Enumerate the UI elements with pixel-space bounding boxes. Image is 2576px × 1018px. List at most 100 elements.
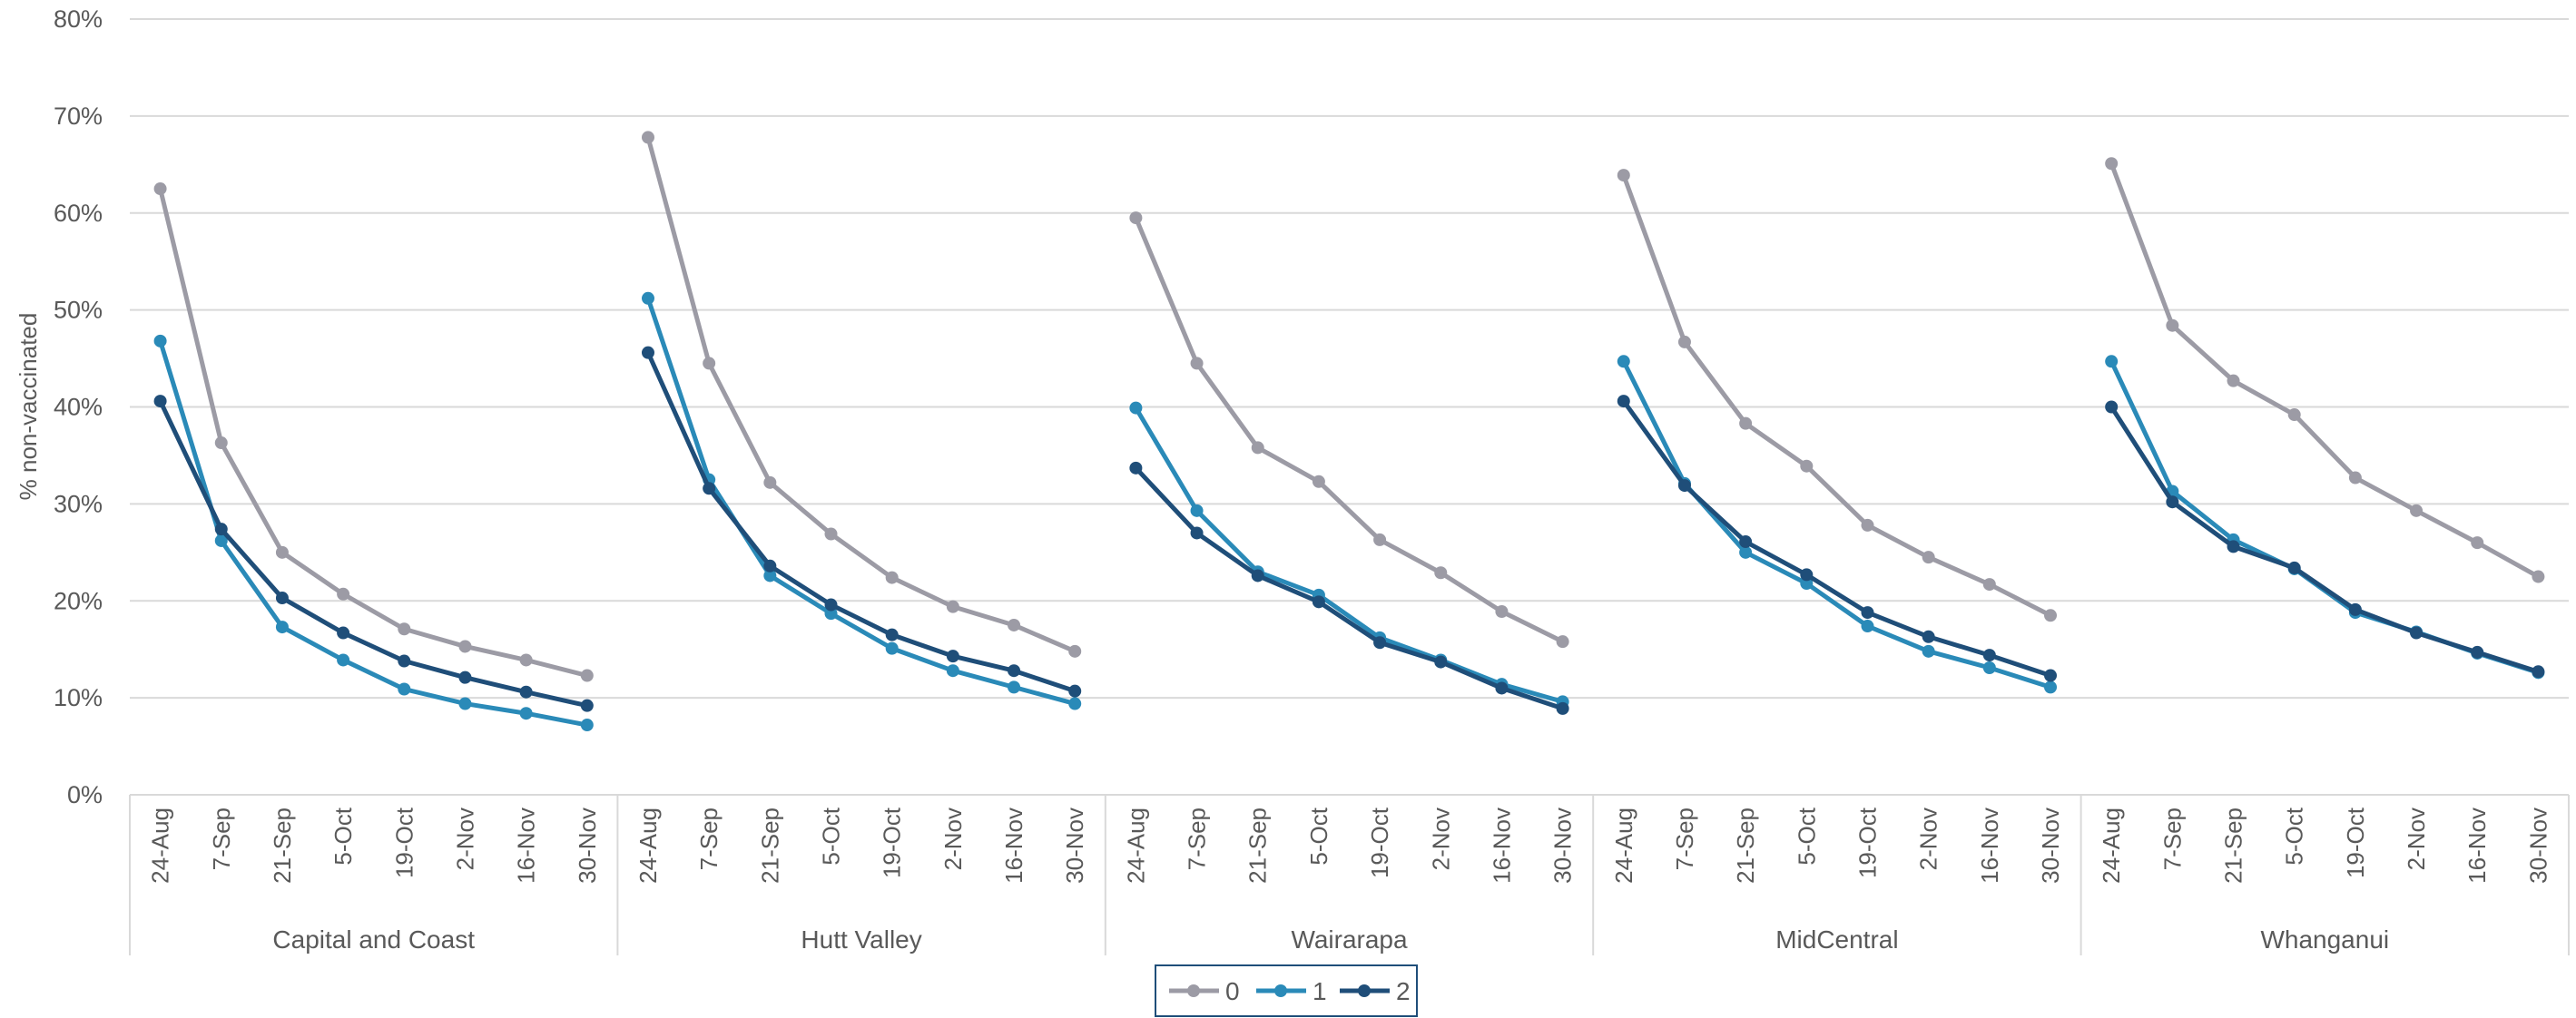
series-line-1 [2109, 360, 2540, 675]
data-point [1008, 680, 1021, 694]
data-point [1068, 644, 1082, 658]
data-point [946, 664, 959, 678]
x-tick-label: 2-Nov [2403, 808, 2430, 870]
x-tick-label: 5-Oct [329, 807, 357, 865]
data-point [1861, 620, 1874, 633]
data-point [1068, 684, 1082, 698]
x-tick-label: 19-Oct [390, 807, 418, 878]
data-point [1677, 335, 1691, 348]
x-tick-label: 16-Nov [1000, 808, 1027, 884]
x-tick-label: 30-Nov [1061, 808, 1088, 884]
legend-label: 1 [1313, 977, 1327, 1005]
x-tick-label: 24-Aug [1610, 808, 1637, 884]
data-point [2166, 495, 2179, 509]
data-point [1190, 357, 1204, 370]
data-point [337, 626, 350, 640]
series-line-0 [1134, 217, 1564, 644]
data-point [763, 475, 777, 489]
data-point [2410, 504, 2424, 517]
data-point [153, 395, 167, 408]
series-line-0 [1621, 174, 2052, 618]
x-tick-label: 30-Nov [1549, 808, 1577, 884]
series-line-0 [645, 136, 1077, 654]
data-point [214, 523, 228, 536]
x-tick-label: 7-Sep [2158, 808, 2186, 870]
data-point [1373, 533, 1387, 546]
y-tick-label: 20% [54, 587, 103, 614]
data-point [1922, 630, 1935, 643]
data-point [398, 682, 411, 696]
x-tick-label: 30-Nov [574, 808, 601, 884]
data-point [398, 654, 411, 668]
data-point [2044, 680, 2058, 694]
x-tick-label: 5-Oct [818, 807, 845, 865]
data-point [946, 650, 959, 663]
data-point [2532, 570, 2545, 583]
data-point [1922, 551, 1935, 564]
legend: 0 1 2 [1155, 964, 1418, 1017]
data-point [641, 346, 654, 359]
data-point [1861, 606, 1874, 620]
data-point [153, 182, 167, 196]
data-point [2471, 536, 2484, 550]
group-label: Whanganui [2260, 925, 2389, 954]
legend-marker [1187, 984, 1200, 997]
data-point [885, 641, 899, 655]
data-point [580, 669, 594, 682]
data-point [2410, 626, 2424, 640]
y-tick-label: 30% [54, 490, 103, 517]
data-point [1617, 169, 1630, 182]
data-point [1251, 441, 1264, 455]
x-tick-label: 19-Oct [1366, 807, 1393, 878]
data-point [337, 587, 350, 601]
x-tick-label: 19-Oct [1853, 807, 1881, 878]
series-line-1 [645, 298, 1076, 706]
x-tick-label: 16-Nov [1488, 808, 1515, 884]
data-point [763, 569, 777, 582]
data-point [1251, 569, 1264, 582]
data-point [1982, 649, 1996, 662]
data-point [458, 640, 472, 653]
gridlines [130, 18, 2569, 796]
series-line-2 [1621, 399, 2051, 678]
data-point [337, 653, 350, 667]
x-tick-label: 2-Nov [939, 808, 967, 870]
data-point [214, 436, 228, 450]
series-line-2 [158, 400, 588, 709]
data-point [2105, 400, 2119, 414]
x-tick-label: 7-Sep [1184, 808, 1211, 870]
x-tick-label: 5-Oct [2281, 807, 2308, 865]
data-point [458, 671, 472, 684]
data-point [1617, 355, 1630, 368]
data-point [1739, 416, 1753, 430]
data-point [1008, 664, 1021, 678]
y-axis: 0% 10% 20% 30% 40% 50% 60% 70% 80% [54, 5, 103, 808]
x-tick-label: 19-Oct [879, 807, 906, 878]
legend-marker [1358, 984, 1371, 997]
data-point [2287, 408, 2301, 422]
data-point [885, 571, 899, 584]
data-point [1129, 461, 1143, 475]
data-point [2532, 665, 2545, 679]
legend-label: 0 [1225, 977, 1240, 1005]
x-tick-label: 7-Sep [208, 808, 235, 870]
data-point [275, 621, 289, 634]
data-point [1556, 701, 1569, 715]
data-point [1373, 636, 1387, 650]
y-tick-label: 70% [54, 103, 103, 130]
legend-marker [1274, 984, 1287, 997]
x-tick-label: 7-Sep [695, 808, 723, 870]
data-point [153, 334, 167, 347]
y-axis-label: % non-vaccinated [15, 313, 42, 501]
y-tick-label: 40% [54, 394, 103, 421]
data-point [1861, 518, 1874, 532]
group-label: Hutt Valley [801, 925, 921, 954]
data-point [1982, 578, 1996, 592]
x-tick-label: 30-Nov [2037, 808, 2064, 884]
y-tick-label: 0% [67, 781, 103, 808]
data-point [1312, 595, 1325, 609]
x-tick-label: 2-Nov [451, 808, 478, 870]
series-line-2 [2109, 406, 2540, 674]
